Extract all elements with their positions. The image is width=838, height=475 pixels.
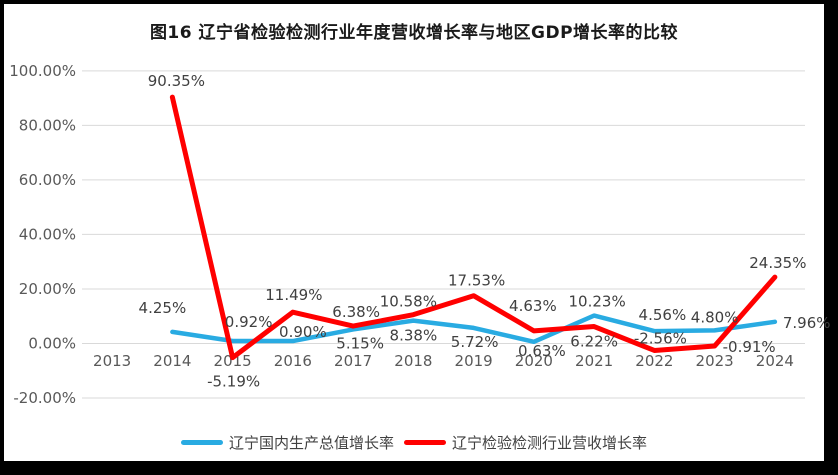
legend-label-revenue: 辽宁检验检测行业营收增长率 — [452, 433, 648, 452]
x-axis-label: 2024 — [756, 352, 794, 370]
series-line-revenue-growth-line — [169, 94, 778, 361]
legend-label-gdp: 辽宁国内生产总值增长率 — [228, 433, 394, 452]
x-axis-label: 2021 — [575, 352, 613, 370]
y-axis-tick-label: 80.00% — [19, 116, 76, 134]
data-label: 8.38% — [390, 327, 438, 345]
legend-swatch-revenue-line — [404, 439, 446, 445]
data-label: -0.91% — [723, 338, 776, 356]
x-axis-label: 2020 — [515, 352, 553, 370]
legend-swatch-gdp-line — [180, 439, 223, 445]
data-label: 7.96% — [783, 314, 831, 332]
data-label: 17.53% — [448, 272, 505, 290]
y-axis-tick-label: 20.00% — [19, 280, 76, 298]
x-axis-label: 2014 — [153, 352, 191, 370]
y-axis-tick-label: 60.00% — [19, 171, 76, 189]
y-axis-tick-label: 0.00% — [28, 335, 76, 353]
data-label: 0.92% — [225, 313, 273, 331]
data-label: 5.15% — [336, 334, 384, 352]
x-axis-label: 2017 — [334, 352, 372, 370]
data-label: 24.35% — [749, 254, 806, 272]
y-axis-tick-label: 100.00% — [9, 62, 76, 80]
data-label: -5.19% — [207, 373, 260, 391]
legend-item-revenue: 辽宁检验检测行业营收增长率 — [404, 432, 647, 453]
data-label: 10.23% — [569, 293, 626, 311]
series-line-gdp-growth-line — [170, 313, 778, 345]
y-axis-tick-label: 40.00% — [19, 225, 76, 243]
chart-title: 图16 辽宁省检验检测行业年度营收增长率与地区GDP增长率的比较 — [149, 23, 679, 43]
data-label: 0.63% — [518, 342, 566, 360]
data-label: 90.35% — [148, 72, 205, 90]
data-label: 4.25% — [139, 299, 187, 317]
data-label: 0.90% — [279, 323, 327, 341]
data-label: 6.38% — [332, 303, 380, 321]
x-axis-label: 2022 — [635, 352, 673, 370]
data-label: 4.63% — [509, 297, 557, 315]
legend-item-gdp: 辽宁国内生产总值增长率 — [180, 432, 394, 453]
x-axis-label: 2015 — [214, 352, 252, 370]
data-label: 10.58% — [380, 293, 437, 311]
y-axis-tick-label: -20.00% — [13, 389, 76, 407]
data-label: 5.72% — [451, 333, 499, 351]
chart-frame — [4, 4, 824, 461]
x-axis-label: 2023 — [696, 352, 734, 370]
data-label: -2.56% — [634, 329, 687, 347]
data-label: 6.22% — [570, 333, 618, 351]
data-label: 11.49% — [265, 286, 322, 304]
x-axis-label: 2016 — [274, 352, 312, 370]
data-label: 4.80% — [691, 308, 739, 326]
x-axis-label: 2013 — [93, 352, 131, 370]
x-axis-label: 2019 — [455, 352, 493, 370]
x-axis-label: 2018 — [394, 352, 432, 370]
legend: 辽宁国内生产总值增长率 辽宁检验检测行业营收增长率 — [4, 430, 824, 454]
data-label: 4.56% — [639, 306, 687, 324]
